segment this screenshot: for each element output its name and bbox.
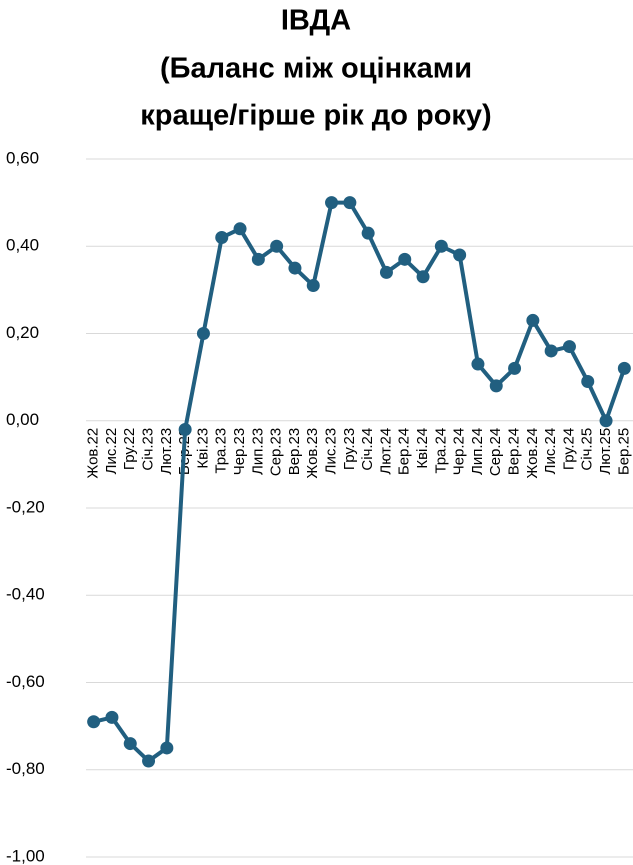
x-tick-label: Чер.24 — [451, 428, 468, 476]
x-tick-label: Вер.24 — [506, 428, 523, 476]
marker — [325, 196, 339, 210]
marker — [581, 374, 595, 388]
x-tick-label: Січ.25 — [579, 428, 596, 471]
x-tick-label: Жов.23 — [304, 428, 321, 479]
x-tick-label: Січ.24 — [359, 428, 376, 471]
marker — [123, 737, 137, 751]
marker — [562, 340, 576, 354]
x-tick-label: Тра.24 — [432, 428, 449, 474]
x-tick-label: Кві.24 — [414, 428, 431, 469]
x-tick-label: Кві.23 — [194, 428, 211, 469]
x-tick-label: Сер.24 — [487, 428, 504, 476]
marker — [233, 222, 247, 236]
y-tick-label: 0,00 — [6, 410, 39, 429]
marker — [489, 379, 503, 393]
x-tick-label: Гру.22 — [121, 428, 138, 470]
x-tick-label: Бер.25 — [615, 428, 632, 475]
marker — [215, 231, 229, 245]
marker — [361, 226, 375, 240]
marker — [105, 710, 119, 724]
x-tick-label: Жов.22 — [85, 428, 102, 479]
x-tick-label: Чер.23 — [231, 428, 248, 476]
x-tick-label: Гру.24 — [560, 428, 577, 470]
marker — [87, 715, 101, 729]
marker — [178, 422, 192, 436]
y-tick-label: 0,40 — [6, 236, 39, 255]
marker — [379, 265, 393, 279]
y-tick-label: -1,00 — [6, 846, 45, 865]
marker — [453, 248, 467, 262]
marker — [416, 270, 430, 284]
x-tick-label: Лют.25 — [597, 428, 614, 475]
marker — [196, 327, 210, 340]
x-tick-label: Січ.23 — [140, 428, 157, 471]
x-tick-label: Лис.22 — [103, 428, 120, 475]
y-tick-label: -0,60 — [6, 672, 45, 691]
marker — [544, 344, 558, 358]
x-tick-label: Лис.24 — [542, 428, 559, 475]
marker — [160, 741, 174, 755]
line — [93, 200, 627, 764]
x-tick-label: Лют.24 — [377, 428, 394, 475]
x-tick-label: Вер.23 — [286, 428, 303, 476]
x-tick-label: Гру.23 — [341, 428, 358, 470]
x-tick-label: Сер.23 — [268, 428, 285, 476]
marker — [270, 239, 284, 253]
y-tick-label: -0,40 — [6, 585, 45, 604]
x-tick-label: Лют.23 — [158, 428, 175, 475]
marker — [599, 414, 613, 428]
x-tick-label: Лис.23 — [323, 428, 340, 475]
marker — [288, 261, 302, 275]
y-tick-label: -0,80 — [6, 759, 45, 778]
x-tick-label: Лип.24 — [469, 428, 486, 475]
marker — [142, 754, 156, 768]
marker — [526, 313, 540, 327]
marker — [471, 357, 485, 371]
chart-title: (Баланс між оцінками — [160, 53, 472, 85]
marker — [508, 361, 522, 375]
marker — [617, 361, 631, 375]
y-tick-label: 0,60 — [6, 148, 39, 167]
x-tick-label: Тра.23 — [213, 428, 230, 474]
x-tick-label: Жов.24 — [524, 428, 541, 479]
marker — [343, 196, 357, 210]
x-tick-label: Бер.24 — [396, 428, 413, 475]
marker — [306, 279, 320, 293]
chart-title: ІВДА — [281, 5, 351, 37]
y-tick-label: -0,20 — [6, 497, 45, 516]
y-tick-label: 0,20 — [6, 323, 39, 342]
chart-title: краще/гірше рік до року) — [140, 100, 491, 132]
marker — [251, 252, 265, 266]
x-tick-label: Лип.23 — [249, 428, 266, 475]
marker — [398, 252, 412, 266]
marker — [434, 239, 448, 253]
